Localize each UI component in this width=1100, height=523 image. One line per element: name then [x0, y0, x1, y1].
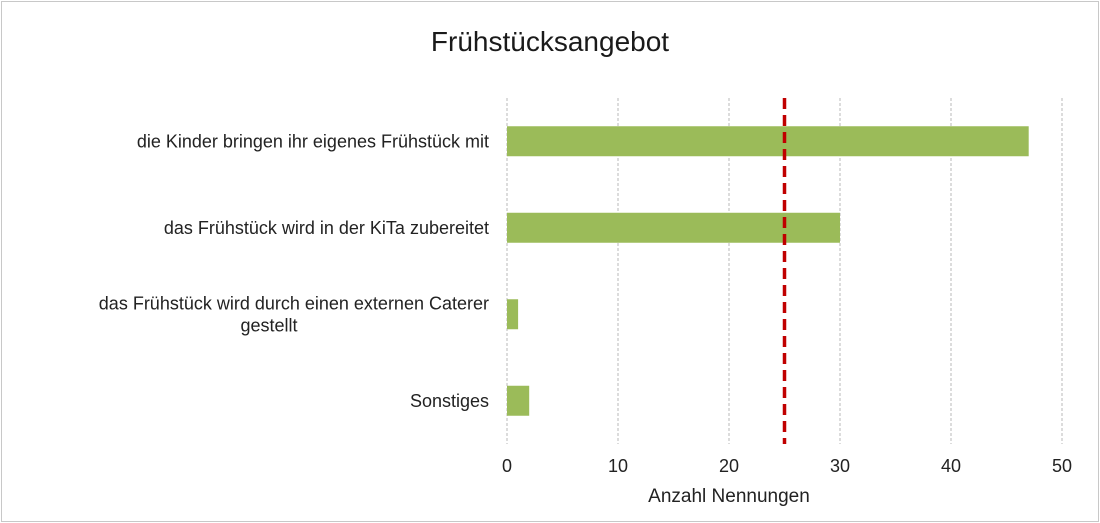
bar	[507, 212, 840, 243]
category-label: die Kinder bringen ihr eigenes Frühstück…	[137, 131, 489, 151]
category-label: gestellt	[240, 315, 297, 335]
category-label: Sonstiges	[410, 391, 489, 411]
chart-title: Frühstücksangebot	[431, 26, 669, 57]
x-tick-label: 0	[502, 456, 512, 476]
bar	[507, 126, 1029, 157]
category-label: das Frühstück wird durch einen externen …	[99, 293, 489, 313]
x-tick-label: 20	[719, 456, 739, 476]
bar	[507, 385, 530, 416]
bar	[507, 299, 519, 330]
category-labels: die Kinder bringen ihr eigenes Frühstück…	[99, 131, 489, 411]
x-tick-label: 10	[608, 456, 628, 476]
x-axis-title: Anzahl Nennungen	[648, 486, 810, 507]
x-tick-labels: 0 10 20 30 40 50	[502, 456, 1072, 476]
x-tick-label: 30	[830, 456, 850, 476]
category-label: das Frühstück wird in der KiTa zubereite…	[164, 218, 489, 238]
x-tick-label: 50	[1052, 456, 1072, 476]
x-tick-label: 40	[941, 456, 961, 476]
